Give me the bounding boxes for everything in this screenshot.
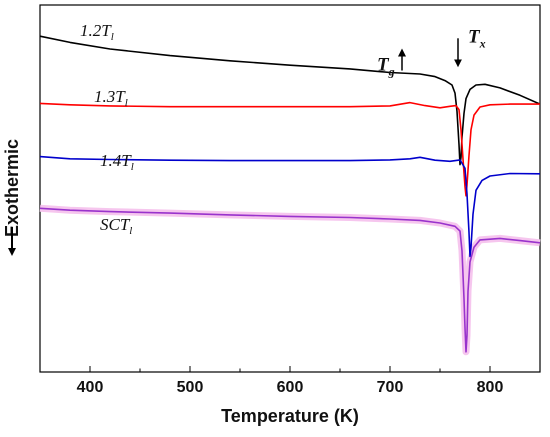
tx-label: Tx: [468, 26, 486, 50]
series-line-1-2t: [39, 35, 541, 166]
series-label-sub: l: [129, 225, 132, 237]
x-tick-label-600: 600: [277, 379, 304, 396]
series-label-1-2t: 1.2Tl: [80, 21, 114, 43]
series-lines: [39, 35, 541, 353]
series-line-1-3t: [39, 101, 540, 197]
tg-label: Tg: [377, 55, 395, 79]
series-line-1-4t: [39, 155, 541, 258]
series-label-sub: l: [111, 31, 114, 43]
y-axis-title: Exothermic: [2, 139, 22, 237]
series-label-sct: SCTl: [100, 215, 132, 237]
series-line-sct: [39, 207, 541, 353]
series-labels: 1.2Tl 1.3Tl 1.4Tl SCTl: [80, 21, 134, 237]
x-tick-label-800: 800: [477, 379, 504, 396]
series-label-sub: l: [125, 97, 128, 109]
x-axis-ticks: 400 500 600 700 800: [39, 366, 541, 396]
series-label-sub: l: [131, 161, 134, 173]
annotations: Tg Tx: [377, 26, 486, 78]
x-axis-title: Temperature (K): [221, 406, 359, 426]
x-tick-label-700: 700: [377, 379, 404, 396]
series-label-1-4t: 1.4Tl: [100, 151, 134, 173]
series-label-1-3t: 1.3Tl: [94, 87, 128, 109]
x-tick-label-400: 400: [77, 379, 104, 396]
x-tick-label-500: 500: [177, 379, 204, 396]
y-axis-title-group: Exothermic: [2, 139, 22, 237]
